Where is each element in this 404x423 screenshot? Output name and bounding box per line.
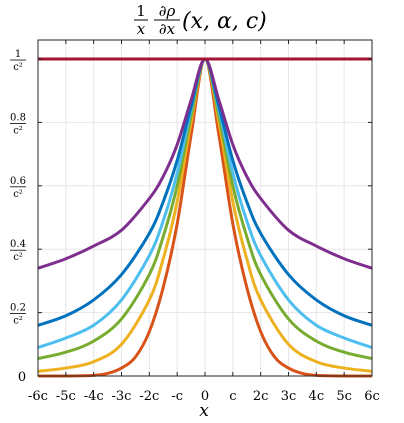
x-tick-label: 3c xyxy=(281,389,297,404)
y-tick-labels: 0 0.2 c² 0.4 c² 0.6 c² 0.8 c² 1 c² xyxy=(10,49,26,385)
x-tick-label: -2c xyxy=(139,389,159,404)
title-partial-numerator: ∂ρ xyxy=(159,2,176,20)
y-tick-numerator: 0.8 xyxy=(10,112,26,123)
x-tick-label: 5c xyxy=(336,389,352,404)
title-denominator: x xyxy=(137,20,146,38)
grid xyxy=(37,40,373,377)
chart-title: 1 x ∂ρ ∂x (x, α, c) xyxy=(134,2,267,38)
x-tick-label: -c xyxy=(171,389,183,404)
x-tick-label: 6c xyxy=(364,389,380,404)
y-tick-label: 0.2 c² xyxy=(10,303,26,327)
x-tick-label: -5c xyxy=(56,389,76,404)
y-tick-label: 0.4 c² xyxy=(10,239,26,263)
y-tick-label: 0 xyxy=(18,370,26,385)
y-tick-numerator: 1 xyxy=(15,49,21,60)
y-tick-numerator: 0.4 xyxy=(10,239,26,250)
title-numerator: 1 xyxy=(136,2,146,20)
x-tick-label: 4c xyxy=(309,389,325,404)
x-tick-label: -6c xyxy=(28,389,48,404)
x-tick-label: c xyxy=(229,389,236,404)
title-args: (x, α, c) xyxy=(182,9,267,34)
y-tick-numerator: 0.6 xyxy=(10,176,26,187)
y-tick-denominator: c² xyxy=(13,316,23,327)
title-partial-denominator: ∂x xyxy=(159,20,176,38)
tick-marks xyxy=(37,40,373,377)
x-tick-label: -3c xyxy=(112,389,132,404)
x-axis-label: x xyxy=(199,401,209,421)
y-tick-denominator: c² xyxy=(13,252,23,263)
y-tick-label: 0.6 c² xyxy=(10,176,26,200)
x-tick-labels: -6c -5c -4c -3c -2c -c 0 c 2c 3c 4c 5c 6c xyxy=(28,389,380,404)
y-tick-label: 0.8 c² xyxy=(10,112,26,136)
x-tick-label: 0 xyxy=(201,389,209,404)
y-tick-denominator: c² xyxy=(13,189,23,200)
x-tick-label: 2c xyxy=(253,389,269,404)
y-tick-denominator: c² xyxy=(13,125,23,136)
y-tick-denominator: c² xyxy=(13,62,23,73)
y-tick-numerator: 0 xyxy=(18,370,26,385)
y-tick-numerator: 0.2 xyxy=(10,303,26,314)
series-layer xyxy=(37,57,373,378)
x-tick-label: -4c xyxy=(84,389,104,404)
y-tick-label: 1 c² xyxy=(10,49,26,73)
